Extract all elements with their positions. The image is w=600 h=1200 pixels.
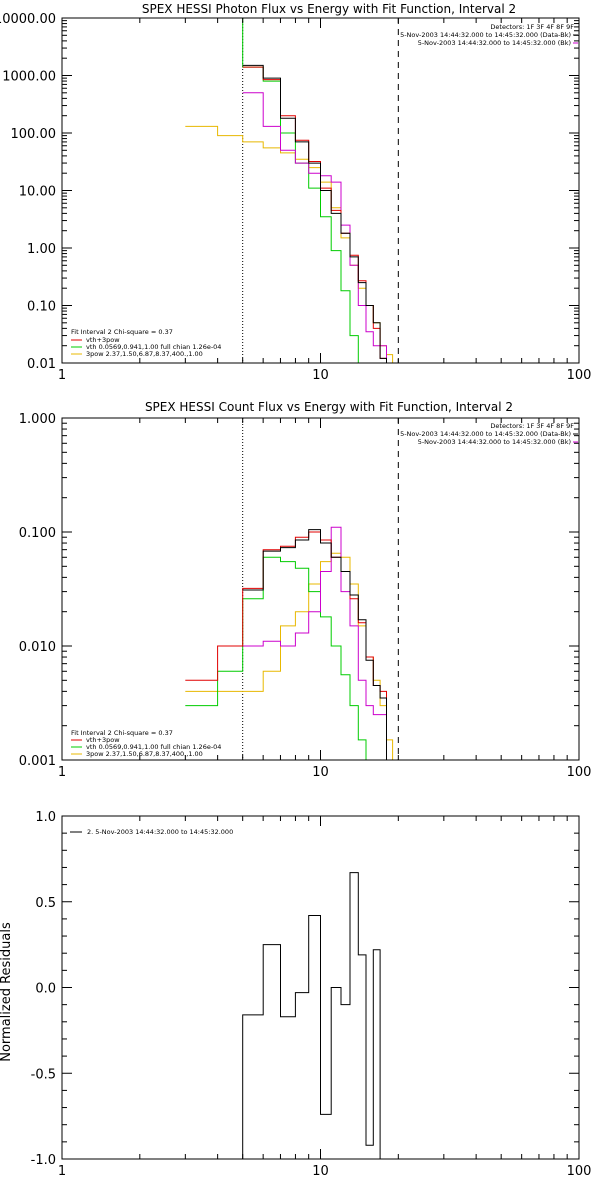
photon-fit-legend: Fit Interval 2 Chi-square = 0.37 vth+3po… bbox=[71, 328, 221, 358]
photon-chart-title: SPEX HESSI Photon Flux vs Energy with Fi… bbox=[142, 2, 516, 16]
x-tick-label: 1 bbox=[58, 765, 66, 780]
x-tick-label: 10 bbox=[312, 368, 329, 383]
y-tick-label: 0.100 bbox=[19, 526, 56, 541]
photon-fit-interval-text: Fit Interval 2 Chi-square = 0.37 bbox=[71, 328, 173, 336]
count-chart-title: SPEX HESSI Count Flux vs Energy with Fit… bbox=[145, 400, 513, 414]
photon-fit-vth3pow-text: vth+3pow bbox=[86, 336, 120, 344]
count-info-box: Detectors: 1F 3F 4F 8F 9F 5-Nov-2003 14:… bbox=[400, 422, 578, 446]
residuals-y-axis-label: Normalized Residuals bbox=[0, 922, 14, 1062]
y-tick-label: -0.5 bbox=[31, 1067, 56, 1082]
y-tick-label: 1000.00 bbox=[2, 70, 56, 85]
x-tick-label: 10 bbox=[312, 1164, 329, 1179]
y-tick-label: 0.0 bbox=[35, 982, 56, 997]
residuals-panel: Normalized Residuals 1 10 100 1.0 0.5 0.0 -0.5… bbox=[0, 810, 591, 1179]
series-green-histogram bbox=[185, 17, 366, 364]
series-black-histogram bbox=[242, 872, 381, 1159]
residuals-series-group bbox=[242, 872, 381, 1159]
y-tick-label: 0.5 bbox=[35, 896, 56, 911]
count-fit-legend: Fit Interval 2 Chi-square = 0.37 vth+3po… bbox=[71, 729, 221, 758]
x-tick-label: 10 bbox=[312, 765, 329, 780]
photon-detectors-text: Detectors: 1F 3F 4F 8F 9F bbox=[490, 23, 574, 31]
residuals-legend-text: 2. 5-Nov-2003 14:44:32.000 to 14:45:32.0… bbox=[87, 828, 233, 836]
y-tick-label: 10000.00 bbox=[0, 12, 56, 27]
photon-fit-3pow-text: 3pow 2.37,1.50,6.87,8.37,400.,1.00 bbox=[86, 350, 203, 358]
series-black-histogram bbox=[242, 529, 387, 760]
series-green-histogram bbox=[185, 556, 374, 761]
y-tick-label: 0.01 bbox=[27, 357, 56, 372]
x-tick-label: 1 bbox=[58, 368, 66, 383]
count-flux-panel: SPEX HESSI Count Flux vs Energy with Fit… bbox=[19, 400, 592, 780]
photon-info-box: Detectors: 1F 3F 4F 8F 9F 5-Nov-2003 14:… bbox=[400, 23, 578, 47]
series-red-histogram bbox=[242, 66, 387, 363]
count-detectors-text: Detectors: 1F 3F 4F 8F 9F bbox=[490, 422, 574, 430]
y-tick-label: -1.0 bbox=[31, 1153, 56, 1168]
series-black-histogram bbox=[242, 64, 387, 363]
residuals-axes: 1 10 100 1.0 0.5 0.0 -0.5 -1.0 bbox=[31, 810, 592, 1179]
y-tick-label: 0.001 bbox=[19, 754, 56, 769]
photon-axes: 1 10 100 10000.00 1000.00 100.00 10.00 1.00 0.10… bbox=[0, 12, 591, 383]
photon-series-group bbox=[185, 17, 399, 364]
x-tick-label: 100 bbox=[567, 368, 592, 383]
y-tick-label: 1.0 bbox=[35, 810, 56, 825]
x-tick-label: 1 bbox=[58, 1164, 66, 1179]
count-fit-interval-text: Fit Interval 2 Chi-square = 0.37 bbox=[71, 729, 173, 737]
x-tick-label: 100 bbox=[567, 765, 592, 780]
y-tick-label: 100.00 bbox=[11, 127, 57, 142]
count-fit-vth3pow-text: vth+3pow bbox=[86, 736, 120, 744]
count-bk-text: 5-Nov-2003 14:44:32.000 to 14:45:32.000 … bbox=[418, 438, 571, 446]
x-tick-label: 100 bbox=[567, 1164, 592, 1179]
series-magenta-histogram bbox=[242, 92, 387, 363]
photon-bk-text: 5-Nov-2003 14:44:32.000 to 14:45:32.000 … bbox=[418, 39, 571, 47]
y-tick-label: 10.00 bbox=[19, 185, 56, 200]
y-tick-label: 0.010 bbox=[19, 640, 56, 655]
count-series-group bbox=[185, 418, 399, 761]
y-tick-label: 0.10 bbox=[27, 300, 56, 315]
photon-fit-vth-text: vth 0.0569,0.941,1.00 full chian 1.26e-0… bbox=[86, 343, 221, 351]
y-tick-label: 1.000 bbox=[19, 412, 56, 427]
photon-data-bk-text: 5-Nov-2003 14:44:32.000 to 14:45:32.000 … bbox=[400, 31, 571, 39]
count-fit-vth-text: vth 0.0569,0.941,1.00 full chian 1.26e-0… bbox=[86, 743, 221, 751]
series-magenta-histogram bbox=[242, 526, 387, 760]
count-axes: 1 10 100 1.000 0.100 0.010 0.001 bbox=[19, 412, 592, 780]
count-fit-3pow-text: 3pow 2.37,1.50,6.87,8.37,400.,1.00 bbox=[86, 750, 203, 758]
y-tick-label: 1.00 bbox=[27, 242, 56, 257]
photon-flux-panel: SPEX HESSI Photon Flux vs Energy with Fi… bbox=[0, 2, 591, 383]
count-data-bk-text: 5-Nov-2003 14:44:32.000 to 14:45:32.000 … bbox=[400, 430, 571, 438]
